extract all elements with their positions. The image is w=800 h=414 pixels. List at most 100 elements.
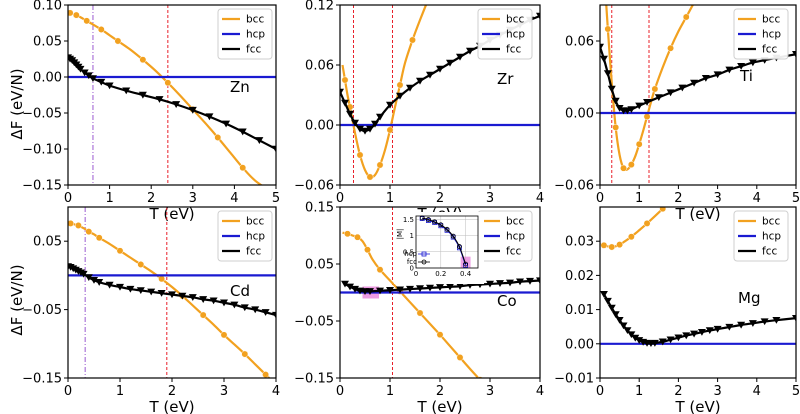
- legend: bcc hcp fcc: [477, 210, 533, 262]
- data-point: [74, 222, 82, 229]
- data-point: [172, 101, 181, 108]
- data-point: [627, 331, 636, 339]
- data-point: [600, 43, 604, 51]
- data-point: [139, 56, 147, 64]
- data-point: [138, 91, 147, 99]
- x-tick-label: 4: [536, 384, 544, 399]
- data-point: [199, 311, 207, 319]
- data-point: [84, 274, 93, 282]
- data-point: [737, 321, 746, 329]
- data-point: [341, 99, 349, 107]
- data-point: [604, 25, 612, 33]
- data-point: [188, 106, 197, 114]
- inset-point: [432, 219, 438, 225]
- data-point: [603, 297, 612, 305]
- data-point: [178, 292, 187, 300]
- y-tick-label: 0.01: [565, 303, 594, 318]
- x-tick-label: 4: [272, 384, 280, 399]
- data-point: [97, 26, 105, 33]
- data-point: [116, 283, 124, 291]
- data-point: [615, 317, 624, 324]
- data-point: [678, 84, 687, 92]
- x-axis-label: T (eV): [148, 205, 194, 223]
- series-fcc: [68, 54, 276, 153]
- y-tick-label: 0.15: [305, 201, 334, 216]
- data-point: [701, 75, 710, 82]
- series-bcc: [68, 219, 271, 378]
- data-point: [386, 287, 394, 294]
- data-point: [220, 299, 228, 307]
- x-tick-label: 3: [486, 191, 494, 206]
- legend-label-hcp: hcp: [506, 29, 525, 41]
- x-tick-label: 1: [105, 191, 113, 206]
- y-tick-label: 0.02: [565, 269, 594, 284]
- x-tick-label: 1: [386, 384, 394, 399]
- data-point: [361, 127, 369, 135]
- data-point: [611, 97, 620, 105]
- x-tick-label: 0: [336, 191, 344, 206]
- data-point: [772, 317, 781, 324]
- x-tick-label: 4: [753, 384, 761, 399]
- plot-area: [340, 5, 540, 185]
- x-tick-label: 5: [272, 191, 280, 206]
- x-tick-label: 5: [792, 191, 800, 206]
- inset-x-tick-label: 0.4: [460, 270, 472, 278]
- series-line-bcc: [600, 207, 667, 249]
- data-point: [436, 331, 444, 339]
- y-tick-label: −0.06: [554, 179, 594, 194]
- inset-y-tick-label: 0: [410, 265, 414, 273]
- data-point: [416, 309, 424, 317]
- legend-label-hcp: hcp: [246, 231, 265, 243]
- data-point: [612, 123, 620, 131]
- data-point: [725, 323, 734, 331]
- x-tick-label: 1: [116, 384, 124, 399]
- series-bcc: [604, 5, 695, 172]
- data-point: [341, 280, 349, 288]
- data-point: [635, 140, 643, 148]
- data-point: [346, 110, 354, 118]
- data-point: [748, 59, 757, 67]
- legend: bcc hcp fcc: [217, 210, 273, 262]
- data-point: [456, 283, 464, 290]
- data-point: [690, 79, 699, 87]
- inset-point: [425, 217, 431, 222]
- x-tick-label: 3: [486, 384, 494, 399]
- data-point: [654, 94, 663, 101]
- panel-zn: 0 1 2 3 4 5 −0.15 −0.10 −0.05 0.00 0.05 0.10 T (eV) Z…: [22, 0, 280, 223]
- legend-label-bcc: bcc: [506, 216, 524, 228]
- x-tick-label: 2: [168, 384, 176, 399]
- data-point: [697, 328, 706, 336]
- data-point: [95, 234, 103, 242]
- data-point: [666, 89, 675, 97]
- inset-point: [444, 226, 450, 232]
- legend-box: [477, 8, 533, 60]
- data-point: [199, 296, 208, 303]
- panel-cd: 0 1 2 3 4 −0.15 −0.05 0.05 T (eV) Cd bcc hcp fcc: [22, 206, 280, 414]
- y-tick-label: 0.00: [33, 71, 62, 86]
- data-point: [792, 314, 796, 322]
- data-point: [95, 279, 104, 286]
- plot-area: [68, 207, 276, 378]
- y-tick-label: 0.00: [305, 119, 334, 134]
- data-point: [607, 85, 616, 93]
- data-point: [416, 77, 424, 85]
- x-tick-label: 3: [220, 384, 228, 399]
- y-tick-label: 0.06: [565, 35, 594, 50]
- data-point: [147, 288, 156, 296]
- data-point: [255, 137, 264, 144]
- data-point: [164, 79, 172, 87]
- plot-area: [68, 5, 276, 185]
- data-point: [230, 301, 239, 309]
- data-point: [88, 75, 97, 83]
- y-tick-label: 0.00: [565, 107, 594, 122]
- data-point: [346, 283, 354, 291]
- x-tick-label: 2: [674, 191, 682, 206]
- y-tick-label: 0.10: [33, 0, 62, 14]
- y-tick-label: 0.05: [33, 235, 62, 250]
- data-point: [623, 327, 632, 335]
- data-point: [466, 47, 474, 55]
- data-point: [116, 247, 124, 255]
- legend: bcc hcp fcc: [733, 8, 789, 60]
- data-point: [536, 277, 540, 285]
